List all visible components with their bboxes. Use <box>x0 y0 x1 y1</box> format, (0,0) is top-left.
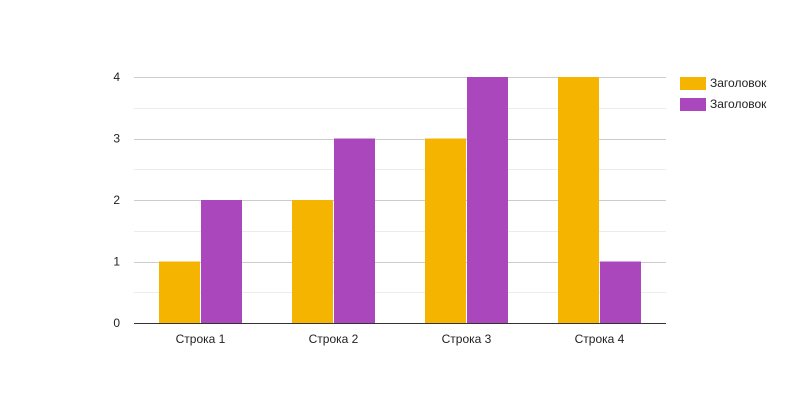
y-tick-label: 2 <box>113 193 120 207</box>
bar-series-2-2[interactable] <box>334 138 375 324</box>
bar-series-1-3[interactable] <box>425 138 466 324</box>
x-axis-ticks: Строка 1 Строка 2 Строка 3 Строка 4 <box>176 332 625 346</box>
bar-series-2-1[interactable] <box>201 200 242 323</box>
x-tick-label: Строка 3 <box>442 332 492 346</box>
legend: Заголовок Заголовок <box>680 76 766 118</box>
legend-item-series-2[interactable]: Заголовок <box>680 97 766 111</box>
legend-item-series-1[interactable]: Заголовок <box>680 76 766 90</box>
x-tick-label: Строка 4 <box>575 332 625 346</box>
legend-swatch-series-1 <box>680 76 706 90</box>
y-tick-label: 4 <box>113 70 120 84</box>
bar-series-1-2[interactable] <box>292 200 333 323</box>
legend-label-series-2: Заголовок <box>710 97 767 111</box>
x-tick-label: Строка 1 <box>176 332 226 346</box>
x-tick-label: Строка 2 <box>309 332 359 346</box>
bar-series-1-1[interactable] <box>159 261 200 324</box>
bar-series-2-4[interactable] <box>600 261 641 324</box>
y-axis-ticks: 0 1 2 3 4 <box>113 70 120 330</box>
legend-label-series-1: Заголовок <box>710 76 767 90</box>
bar-series-1-4[interactable] <box>558 77 599 323</box>
y-tick-label: 1 <box>113 255 120 269</box>
y-tick-label: 3 <box>113 132 120 146</box>
bar-series-2-3[interactable] <box>467 77 508 323</box>
bars <box>159 77 641 323</box>
legend-swatch-series-2 <box>680 97 706 111</box>
y-tick-label: 0 <box>113 316 120 330</box>
